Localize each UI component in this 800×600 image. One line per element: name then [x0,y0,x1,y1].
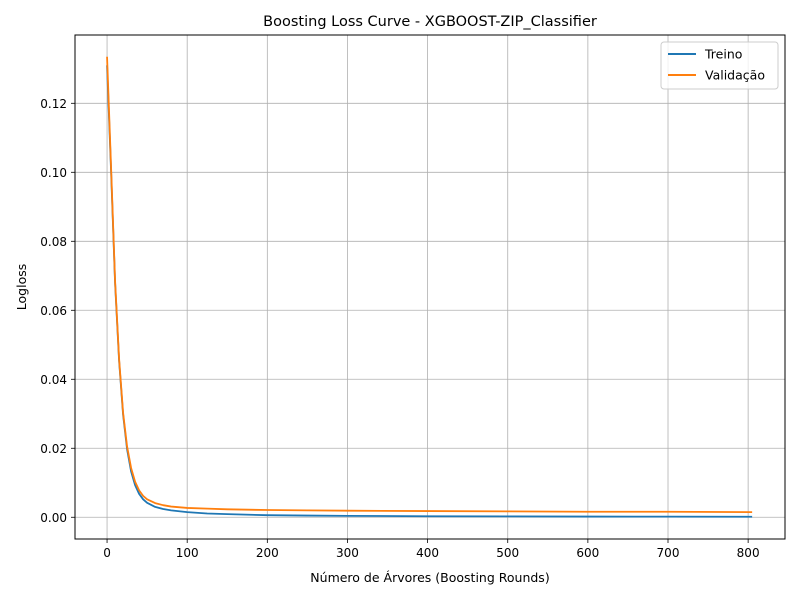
y-tick-label: 0.02 [40,442,67,456]
y-tick-label: 0.12 [40,97,67,111]
x-tick-label: 600 [576,546,599,560]
x-tick-label: 700 [657,546,680,560]
x-tick-label: 100 [176,546,199,560]
legend-label-treino: Treino [704,47,742,62]
plot-area-frame [74,34,786,540]
x-tick-label: 400 [416,546,439,560]
x-tick-label: 300 [336,546,359,560]
legend: Treino Validação [660,41,779,90]
y-tick-label: 0.06 [40,304,67,318]
x-tick-label: 800 [737,546,760,560]
series-layer [106,56,753,518]
y-axis-label: Logloss [14,264,29,310]
x-tick-label: 200 [256,546,279,560]
x-axis-label: Número de Árvores (Boosting Rounds) [310,570,549,585]
x-axis: 0 100 200 300 400 500 600 700 800 [103,539,760,560]
x-tick-label: 500 [496,546,519,560]
legend-label-validacao: Validação [705,68,765,83]
y-axis: 0.00 0.02 0.04 0.06 0.08 0.10 0.12 [40,97,75,525]
y-tick-label: 0.10 [40,166,67,180]
chart-title: Boosting Loss Curve - XGBOOST-ZIP_Classi… [263,14,597,30]
grid-lines [75,35,785,539]
y-tick-label: 0.08 [40,235,67,249]
y-tick-label: 0.00 [40,511,67,525]
series-line-validacao [106,56,753,513]
x-tick-label: 0 [103,546,111,560]
y-tick-label: 0.04 [40,373,67,387]
